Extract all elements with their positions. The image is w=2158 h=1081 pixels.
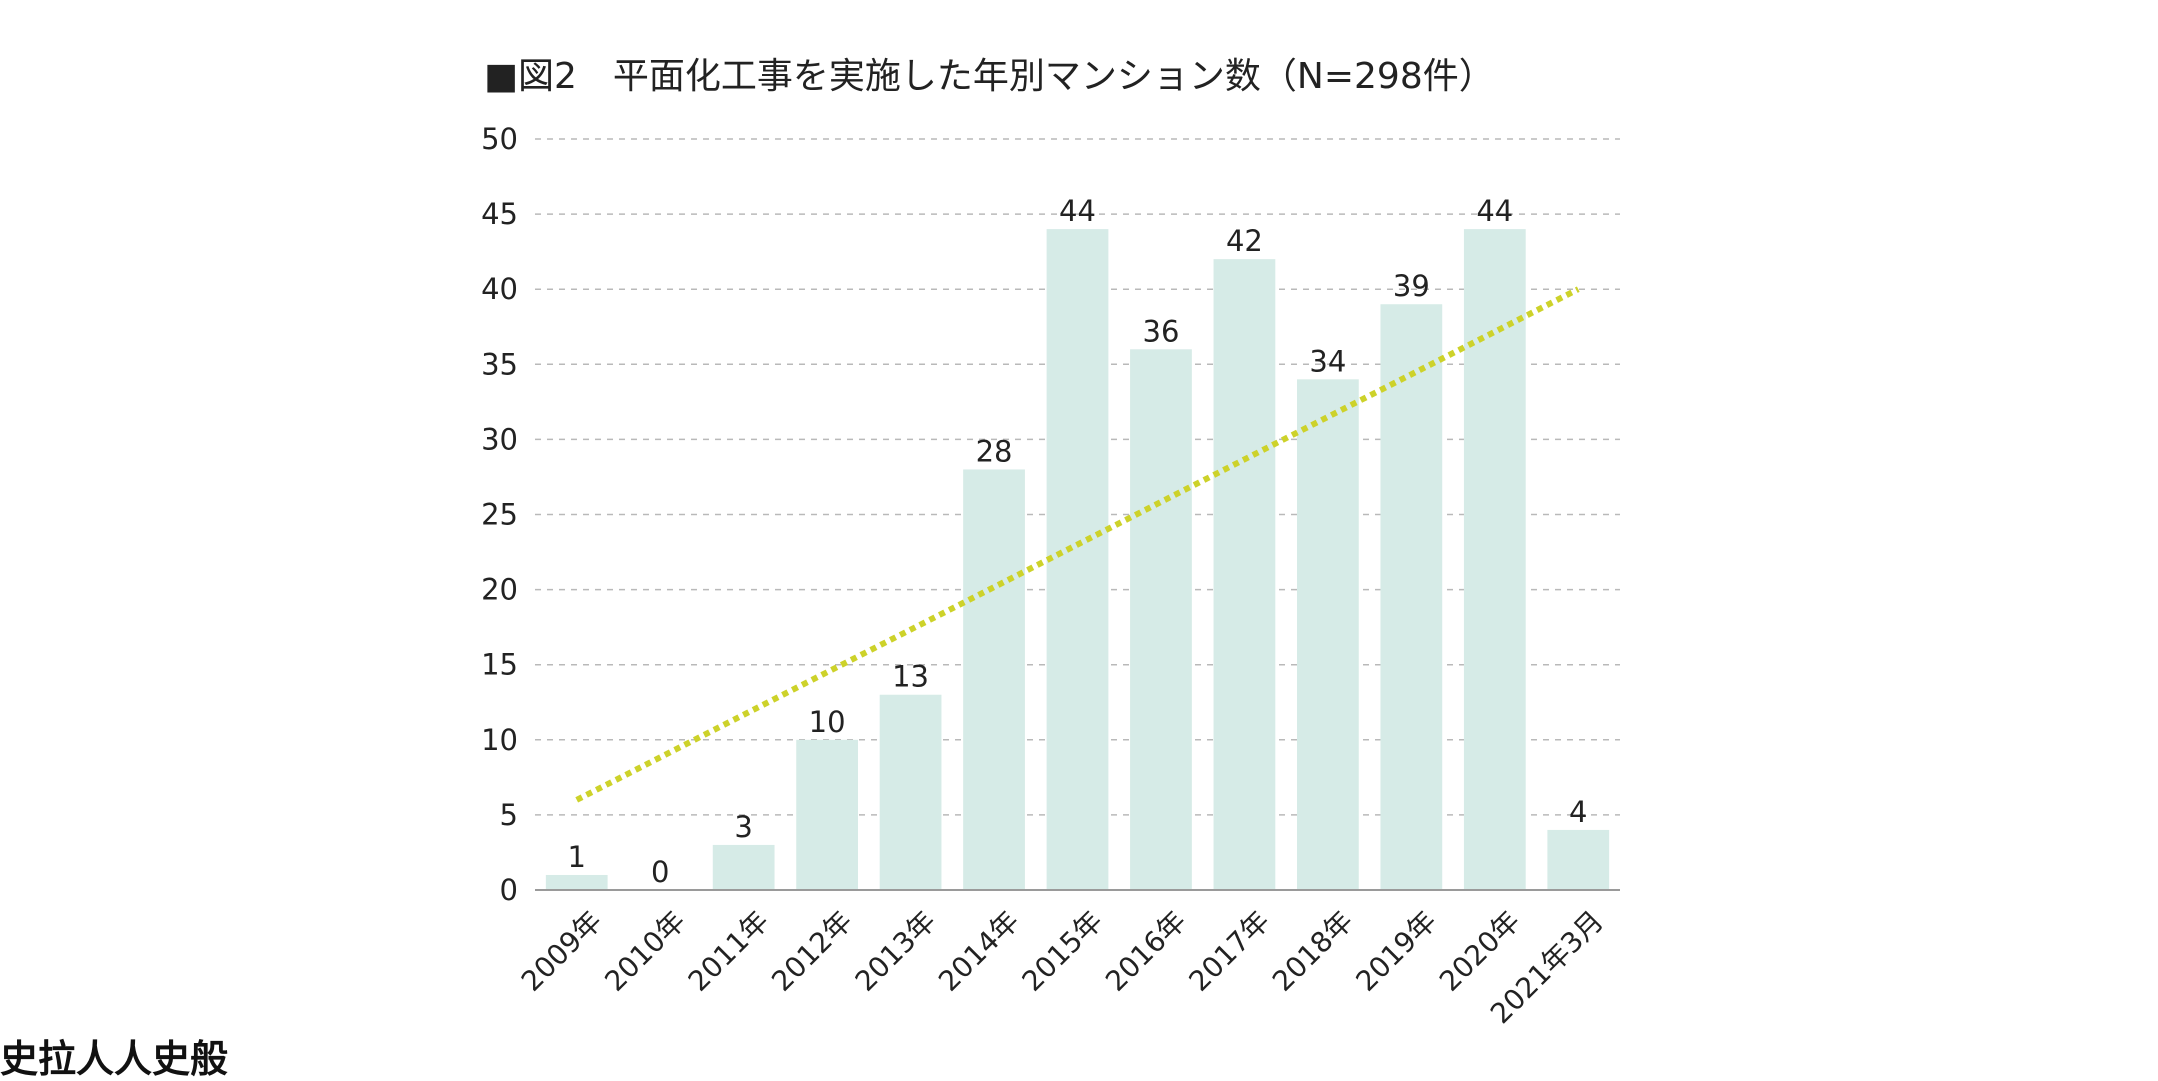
bar: [963, 469, 1025, 890]
bar-chart: ■図2 平面化工事を実施した年別マンション数（N=298件） 051015202…: [481, 56, 1620, 1030]
bar: [796, 739, 858, 890]
y-tick-label: 45: [481, 197, 518, 231]
data-label: 42: [1226, 224, 1263, 258]
bar: [1297, 379, 1359, 890]
x-tick-label: 2016年: [1099, 904, 1193, 998]
bar: [1547, 829, 1610, 890]
bar: [1046, 229, 1109, 890]
bar: [1380, 304, 1443, 891]
x-tick-label: 2014年: [932, 904, 1026, 998]
y-tick-label: 0: [500, 873, 518, 907]
bar: [1463, 229, 1526, 890]
footer-text: 史拉人人史般: [0, 1037, 229, 1081]
data-label: 1: [568, 840, 586, 874]
data-label: 0: [651, 855, 669, 889]
bar: [712, 844, 775, 890]
data-label: 28: [976, 434, 1013, 468]
y-tick-label: 25: [481, 498, 518, 532]
data-label: 13: [892, 660, 929, 694]
trendline: [575, 286, 1580, 803]
bar: [1130, 349, 1192, 890]
y-tick-label: 10: [481, 723, 518, 757]
y-tick-label: 35: [481, 347, 518, 381]
x-tick-label: 2019年: [1349, 904, 1443, 998]
data-label: 44: [1059, 194, 1096, 228]
x-tick-label: 2017年: [1183, 904, 1277, 998]
y-tick-label: 5: [500, 798, 518, 832]
x-tick-label: 2012年: [765, 904, 859, 998]
data-label: 34: [1309, 344, 1346, 378]
x-tick-label: 2011年: [682, 904, 776, 998]
chart-title: ■図2 平面化工事を実施した年別マンション数（N=298件）: [484, 56, 1495, 97]
bars: [545, 229, 1610, 891]
y-tick-label: 40: [481, 272, 518, 306]
data-label: 39: [1393, 269, 1430, 303]
y-axis-ticks: 0 5 10 15 20 25 30 35 40 45 50: [481, 122, 518, 907]
y-tick-label: 30: [481, 422, 518, 456]
data-label: 44: [1476, 194, 1513, 228]
data-label: 10: [809, 705, 846, 739]
y-tick-label: 15: [481, 648, 518, 682]
y-tick-label: 50: [481, 122, 518, 156]
data-label: 4: [1569, 795, 1587, 829]
bar: [545, 874, 608, 890]
bar: [879, 694, 942, 890]
trendline-path: [575, 286, 1580, 803]
bar: [1213, 259, 1276, 890]
x-tick-label: 2010年: [598, 904, 692, 998]
x-tick-label: 2009年: [515, 904, 609, 998]
data-label: 3: [734, 810, 752, 844]
data-label: 36: [1143, 314, 1180, 348]
y-tick-label: 20: [481, 573, 518, 607]
x-axis-ticks: 2009年2010年2011年2012年2013年2014年2015年2016年…: [515, 904, 1610, 1030]
x-tick-label: 2013年: [849, 904, 943, 998]
x-tick-label: 2015年: [1016, 904, 1110, 998]
x-tick-label: 2018年: [1266, 904, 1360, 998]
